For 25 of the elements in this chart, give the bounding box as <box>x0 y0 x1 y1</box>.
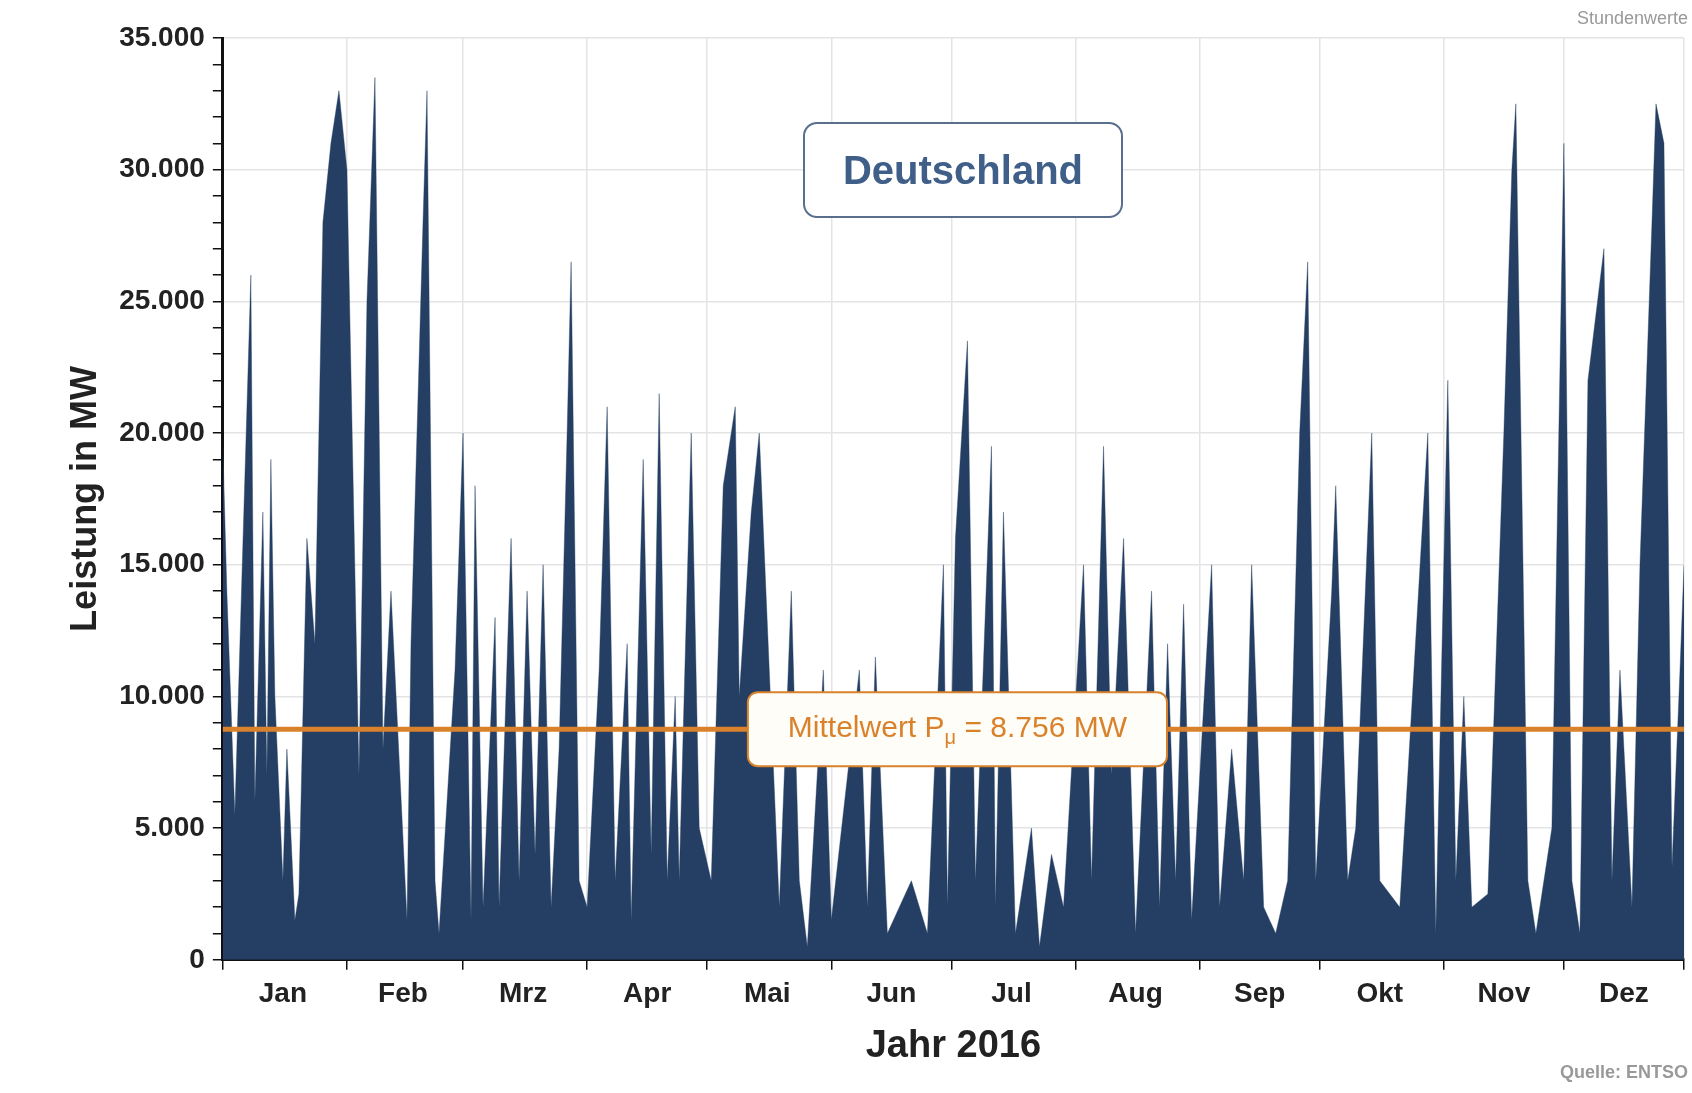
x-tick-label: Aug <box>1108 977 1163 1009</box>
y-tick-label: 5.000 <box>134 810 205 842</box>
y-tick-label: 15.000 <box>119 547 205 579</box>
x-tick-label: Jun <box>866 977 917 1009</box>
y-axis-title: Leistung in MW <box>62 365 104 632</box>
x-tick-label: Apr <box>623 977 672 1009</box>
x-tick-label: Feb <box>378 977 428 1009</box>
y-tick-label: 10.000 <box>119 679 205 711</box>
x-tick-label: Nov <box>1477 977 1531 1009</box>
x-tick-label: Mai <box>743 977 791 1009</box>
x-tick-label: Dez <box>1599 977 1649 1009</box>
text: Stundenwerte <box>1576 8 1688 29</box>
y-tick-label: 30.000 <box>119 152 205 184</box>
x-tick-label: Mrz <box>498 977 548 1009</box>
x-tick-label: Sep <box>1233 977 1286 1009</box>
x-tick-label: Jul <box>991 977 1032 1009</box>
x-axis-title: Jahr 2016 <box>865 1022 1042 1065</box>
y-tick-label: 25.000 <box>119 284 205 316</box>
x-tick-label: Okt <box>1356 977 1404 1009</box>
text: Deutschland <box>803 122 1123 218</box>
y-tick-label: 20.000 <box>119 415 205 447</box>
y-tick-label: 0 <box>189 942 205 974</box>
y-tick-label: 35.000 <box>119 20 205 52</box>
source-note: Quelle: ENTSO <box>1559 1062 1688 1083</box>
x-tick-label: Jan <box>258 977 308 1009</box>
